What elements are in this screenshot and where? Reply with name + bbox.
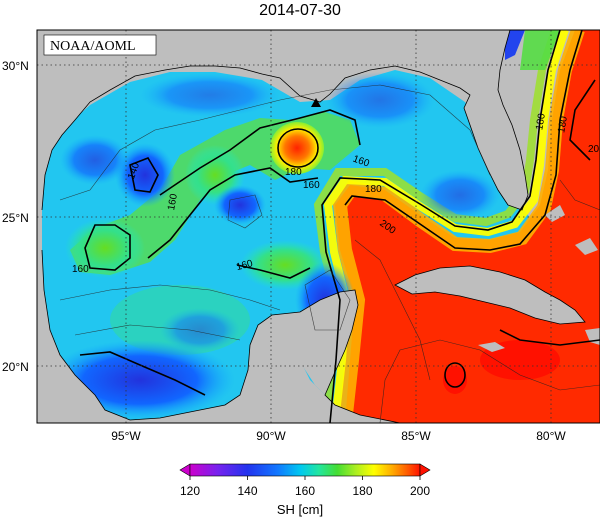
cuba-land	[395, 266, 585, 324]
colorbar-gradient	[189, 463, 421, 477]
loop-current-region	[335, 30, 600, 423]
colorbar-tick-label: 200	[410, 484, 430, 498]
contour-label: 160	[72, 264, 89, 275]
lat-tick-label: 25°N	[2, 211, 29, 225]
lon-tick-label: 90°W	[256, 429, 286, 443]
credit-box	[43, 34, 157, 56]
map-area: 140 160 160 160 180 180 160 180 200 160 …	[37, 30, 600, 423]
lon-tick-label: 80°W	[536, 429, 566, 443]
map-title: 2014-07-30	[259, 2, 341, 19]
lon-tick-label: 85°W	[401, 429, 431, 443]
florida-land	[464, 30, 528, 210]
contour-label: 160	[303, 180, 320, 191]
colorbar-title: SH [cm]	[276, 502, 324, 517]
colorbar-tick-label: 160	[295, 484, 315, 498]
contour-label: 20	[588, 144, 600, 155]
contour-label-group: 140 160 160 160 180 180 160 180 200 160 …	[72, 112, 600, 275]
colorbar: 120 140 160 180 200	[179, 463, 431, 498]
credit-label: NOAA/AOML	[50, 39, 136, 54]
graticule	[37, 30, 600, 423]
contour-label: 180	[365, 184, 382, 195]
colorbar-tick-label: 120	[180, 484, 200, 498]
station-marker	[311, 98, 321, 107]
colorbar-min-arrow	[179, 463, 191, 477]
contour-label: 160	[235, 258, 254, 273]
contour-lines	[79, 30, 600, 423]
colorbar-tick-label: 140	[237, 484, 257, 498]
contour-label: 180	[556, 115, 570, 134]
lat-tick-label: 20°N	[2, 360, 29, 374]
contour-label: 160	[166, 193, 180, 212]
yucatan-land	[272, 290, 358, 395]
lon-tick-label: 95°W	[111, 429, 141, 443]
map-frame	[36, 29, 600, 424]
colorbar-tick-label: 180	[352, 484, 372, 498]
lat-tick-label: 30°N	[2, 59, 29, 73]
colorbar-max-arrow	[419, 463, 431, 477]
contour-label: 180	[534, 112, 548, 131]
contour-label: 180	[285, 167, 302, 178]
